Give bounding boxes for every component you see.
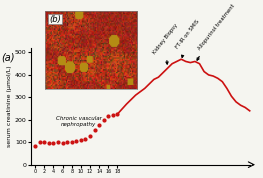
Text: (b): (b) bbox=[49, 15, 61, 24]
Point bbox=[115, 113, 119, 116]
Point bbox=[79, 138, 83, 141]
Point bbox=[88, 134, 92, 137]
Text: Kidney Biopsy: Kidney Biopsy bbox=[151, 23, 178, 64]
Y-axis label: serum creatinine (μmol/L): serum creatinine (μmol/L) bbox=[7, 66, 12, 147]
Point bbox=[97, 124, 101, 127]
Point bbox=[74, 140, 78, 143]
Point bbox=[106, 115, 110, 118]
Text: Allopurinol treatment: Allopurinol treatment bbox=[197, 4, 236, 60]
Text: FT-IR on SMIS: FT-IR on SMIS bbox=[174, 19, 200, 57]
Point bbox=[70, 141, 74, 144]
Point bbox=[102, 118, 106, 121]
Point bbox=[38, 141, 42, 144]
Point bbox=[111, 114, 115, 117]
Point bbox=[33, 145, 37, 148]
Point bbox=[60, 142, 65, 144]
Point bbox=[42, 141, 47, 144]
Point bbox=[56, 141, 60, 144]
Point bbox=[47, 142, 51, 145]
Point bbox=[65, 140, 69, 143]
Point bbox=[51, 141, 55, 144]
Text: (a): (a) bbox=[1, 53, 14, 63]
Text: Chronic vascular
nephropathy: Chronic vascular nephropathy bbox=[56, 116, 102, 127]
Point bbox=[83, 137, 88, 140]
Point bbox=[93, 129, 97, 131]
